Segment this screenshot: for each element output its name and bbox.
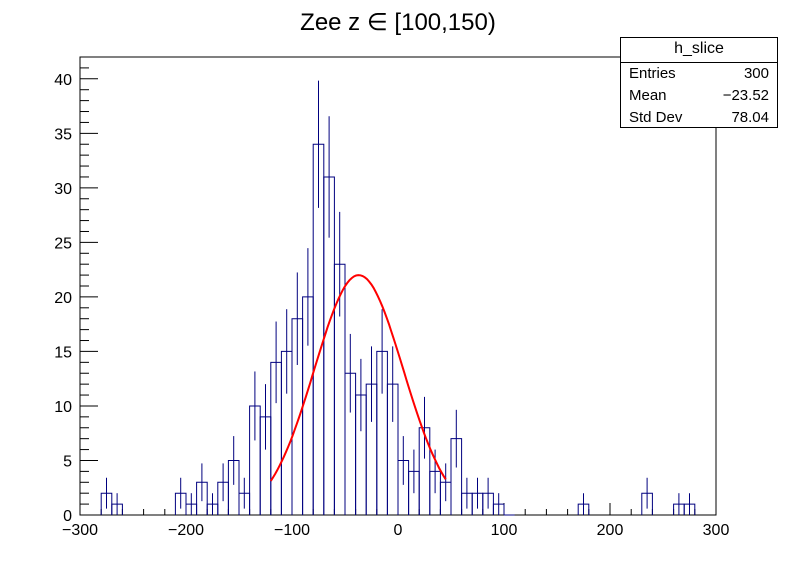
stats-row-mean: Mean −23.52: [621, 85, 777, 107]
chart-title: Zee z ∈ [100,150): [300, 9, 496, 36]
y-tick-label: 0: [63, 508, 72, 525]
stats-row-entries: Entries 300: [621, 63, 777, 85]
y-tick-label: 10: [54, 399, 72, 416]
stats-value: −23.52: [722, 87, 769, 104]
y-tick-label: 5: [63, 453, 72, 470]
stats-label: Mean: [629, 87, 667, 104]
x-tick-label: −100: [274, 522, 310, 539]
y-tick-label: 40: [54, 72, 72, 89]
y-tick-label: 20: [54, 290, 72, 307]
stats-box-title: h_slice: [621, 38, 777, 63]
x-tick-label: 0: [394, 522, 403, 539]
y-tick-label: 35: [54, 126, 72, 143]
x-tick-label: −200: [168, 522, 204, 539]
x-tick-label: 100: [491, 522, 518, 539]
stats-box: h_slice Entries 300 Mean −23.52 Std Dev …: [620, 37, 778, 128]
x-tick-label: −300: [62, 522, 98, 539]
x-tick-label: 200: [597, 522, 624, 539]
stats-label: Std Dev: [629, 109, 683, 126]
stats-row-stddev: Std Dev 78.04: [621, 107, 777, 129]
x-tick-label: 300: [703, 522, 730, 539]
stats-value: 78.04: [731, 109, 769, 126]
gaussian-fit-curve: [269, 274, 447, 482]
y-tick-label: 30: [54, 181, 72, 198]
stats-label: Entries: [629, 65, 676, 82]
y-tick-label: 15: [54, 344, 72, 361]
stats-value: 300: [743, 65, 769, 82]
y-tick-label: 25: [54, 235, 72, 252]
